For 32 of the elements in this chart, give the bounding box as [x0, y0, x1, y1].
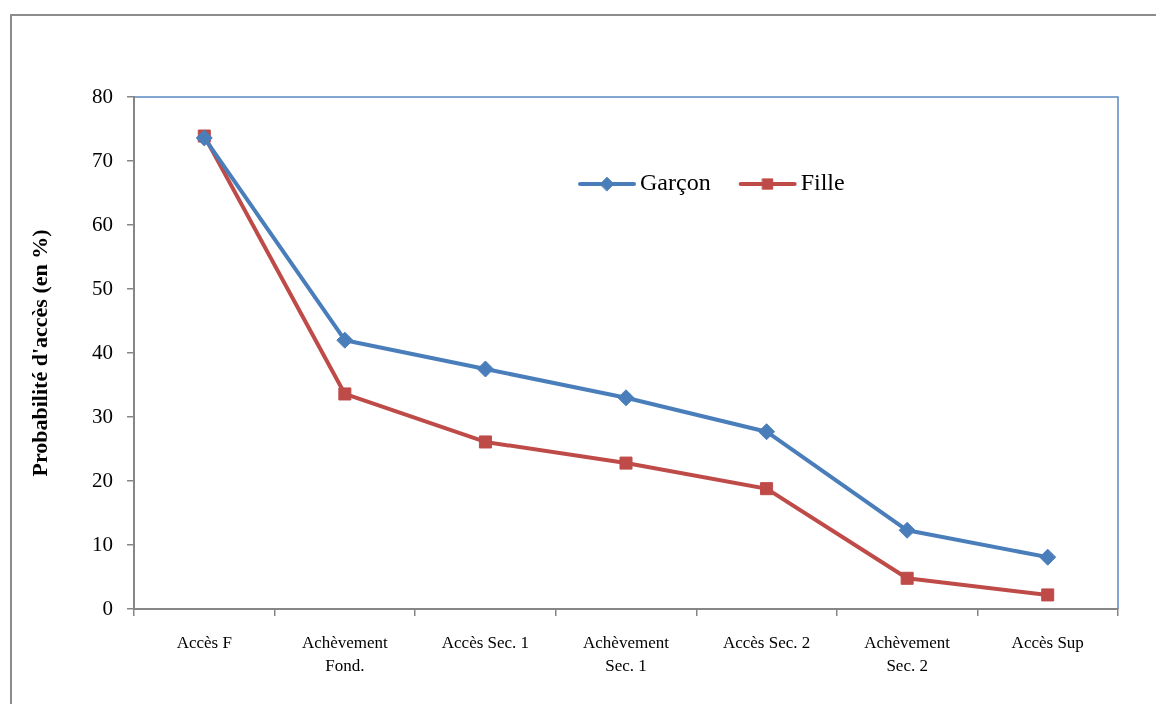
legend-label: Garçon: [640, 169, 711, 196]
point: [338, 387, 352, 401]
point: [900, 571, 914, 585]
x-tick-label: Achèvement Fond.: [301, 632, 389, 675]
point: [476, 360, 494, 378]
x-tick-label: Accès F: [176, 632, 232, 652]
y-tick-label: 20: [92, 467, 113, 492]
point: [758, 423, 776, 441]
y-tick-label: 70: [92, 147, 113, 172]
y-axis-title: Probabilité d'accès (en %): [26, 229, 52, 477]
x-tick-label: Accès Sec. 2: [722, 632, 811, 652]
point: [1041, 588, 1055, 602]
point: [478, 435, 492, 449]
y-tick-label: 10: [92, 531, 113, 556]
y-tick-label: 0: [102, 595, 113, 620]
x-tick-label: Achèvement Sec. 1: [583, 632, 670, 675]
y-tick-label: 60: [92, 211, 113, 236]
point: [1039, 548, 1057, 566]
point: [619, 456, 633, 470]
point: [195, 129, 213, 147]
point: [760, 482, 774, 496]
point: [898, 521, 916, 539]
x-tick-label: Accès Sec. 1: [441, 632, 530, 652]
y-tick-label: 30: [92, 403, 113, 428]
y-tick-label: 80: [92, 83, 113, 108]
x-tick-label: Achèvement Sec. 2: [864, 632, 951, 675]
point: [336, 331, 354, 349]
x-tick-label: Accès Sup: [1011, 632, 1084, 652]
legend-label: Fille: [800, 169, 845, 196]
y-tick-label: 50: [92, 275, 113, 300]
y-tick-label: 40: [92, 339, 113, 364]
point: [617, 389, 635, 407]
